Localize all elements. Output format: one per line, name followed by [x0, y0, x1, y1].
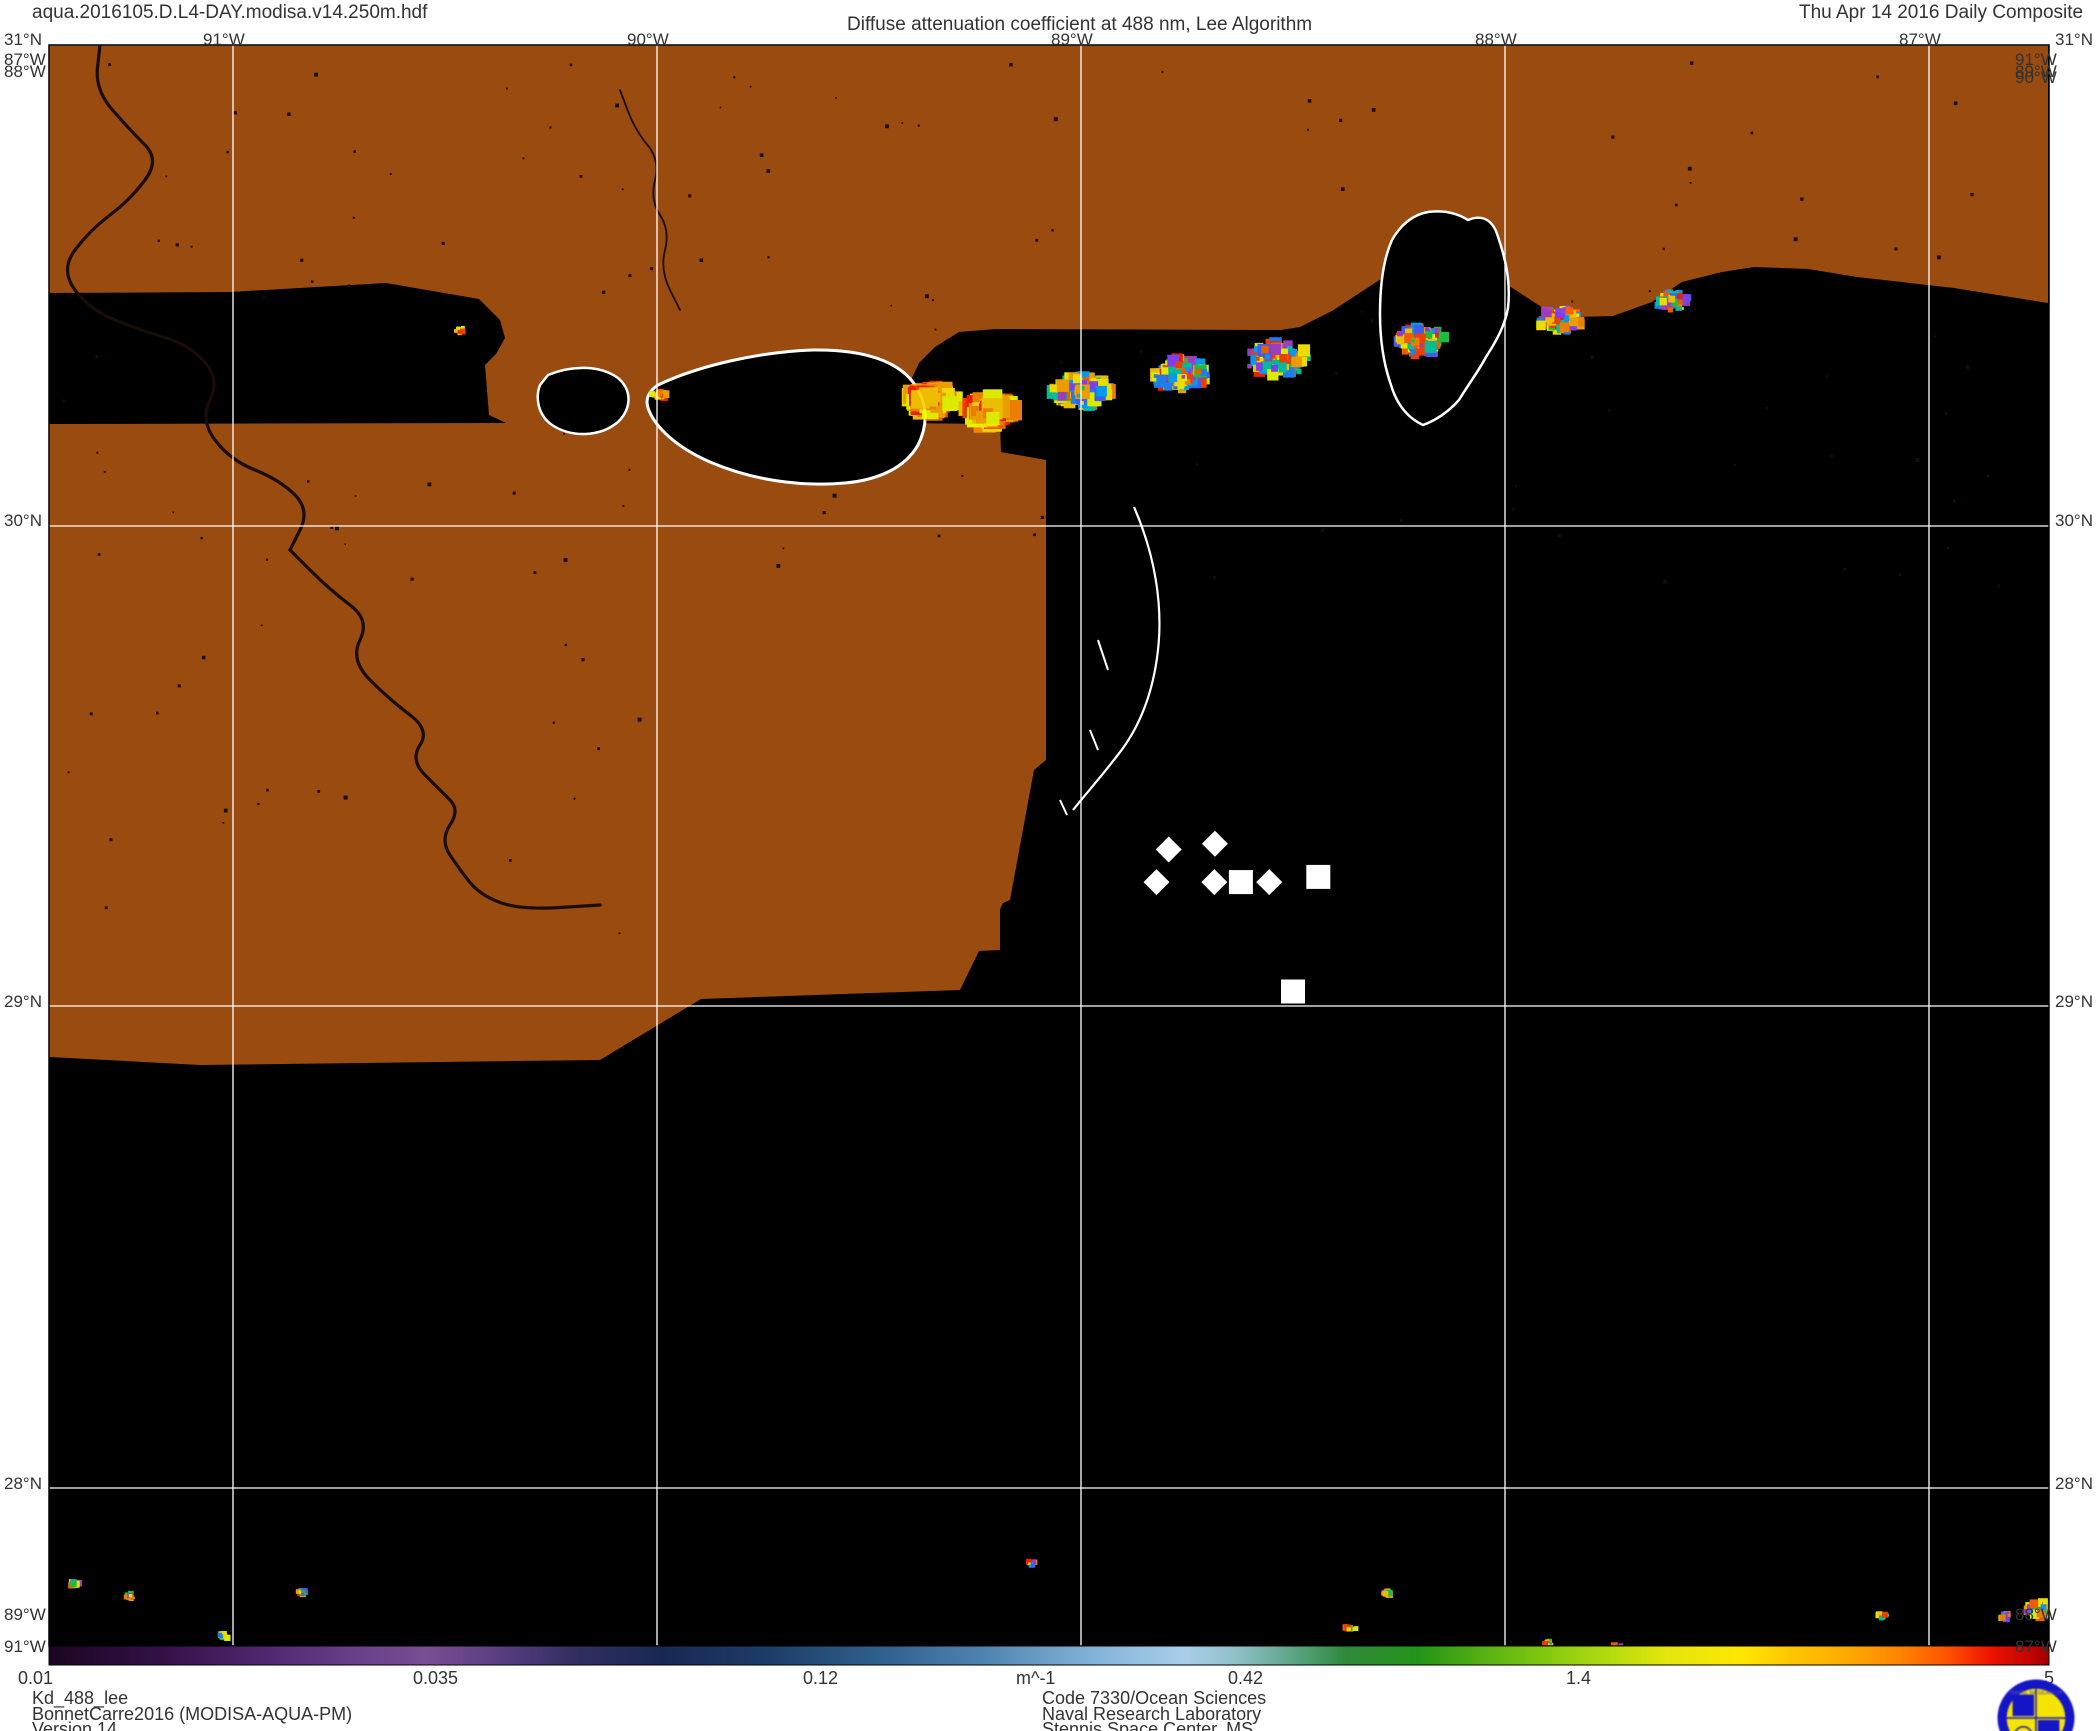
svg-text:NAVAL RESEARCH: NAVAL RESEARCH [2010, 1691, 2062, 1697]
